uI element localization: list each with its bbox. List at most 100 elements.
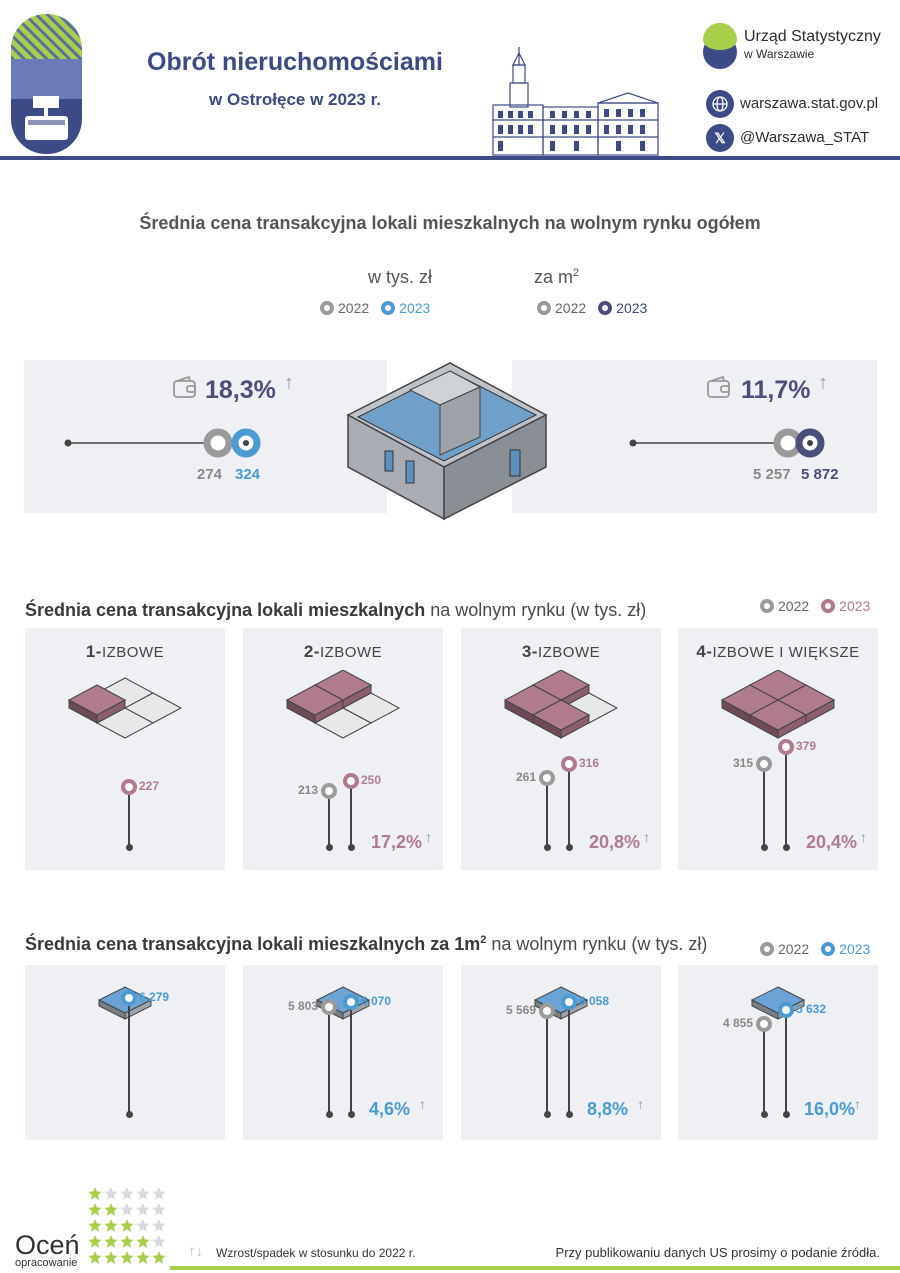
star-icon[interactable] <box>120 1187 134 1200</box>
dumbbell-total <box>64 428 261 458</box>
footer-divider <box>170 1266 900 1270</box>
legend-m2: 2022 2023 <box>537 300 655 316</box>
value-2023: 316 <box>579 755 600 770</box>
legend-2023: 2023 <box>821 941 870 957</box>
star-icon[interactable] <box>104 1187 118 1200</box>
stem-2022 <box>328 1006 330 1114</box>
star-icon[interactable] <box>136 1251 150 1264</box>
arrow-up-icon: ↑ <box>637 1096 644 1112</box>
marker-2023 <box>343 993 359 1010</box>
star-icon[interactable] <box>152 1235 166 1248</box>
value-2022: 261 <box>515 770 536 785</box>
star-icon[interactable] <box>88 1235 102 1248</box>
dumbbell-m2 <box>629 428 825 458</box>
stem-base-dot <box>760 843 768 851</box>
arrow-up-icon: ↑ <box>419 1096 426 1112</box>
star-icon[interactable] <box>136 1235 150 1248</box>
section1-title: Średnia cena transakcyjna lokali mieszka… <box>139 213 761 233</box>
change-pct: 8,8% <box>587 1099 629 1119</box>
stem-base-dot <box>565 843 573 851</box>
apartment-illustration <box>346 362 548 521</box>
publication-badge-icon <box>11 14 82 154</box>
room-label: IZBOWE <box>101 644 165 661</box>
value-2022: 5 569 <box>505 1003 536 1018</box>
star-icon[interactable] <box>136 1187 150 1200</box>
value-2022: 5 803 <box>287 998 318 1013</box>
value-2023: 227 <box>139 779 160 794</box>
star-icon[interactable] <box>152 1251 166 1264</box>
square-meter-tile-illustration <box>97 986 153 1020</box>
marker-2023 <box>121 779 137 796</box>
social-handle-link[interactable]: @Warszawa_STAT <box>740 129 870 146</box>
floor-plan-illustration <box>720 670 836 739</box>
stem-2022 <box>546 778 548 847</box>
marker-2023 <box>778 739 794 755</box>
star-icon[interactable] <box>104 1219 118 1232</box>
star-icon[interactable] <box>88 1251 102 1264</box>
value-2023: 6 279 <box>139 990 170 1004</box>
stem-2023 <box>785 1009 787 1114</box>
unit-total-label: w tys. zł <box>368 267 433 287</box>
legend-total: 2022 2023 <box>320 300 438 316</box>
star-icon[interactable] <box>136 1203 150 1216</box>
rate-title[interactable]: Oceń <box>15 1230 80 1260</box>
value-total-2023: 324 <box>235 466 261 483</box>
stem-2023 <box>350 781 352 847</box>
star-icon[interactable] <box>152 1203 166 1216</box>
stem-base-dot <box>325 843 333 851</box>
section2-title: Średnia cena transakcyjna lokali mieszka… <box>25 600 647 620</box>
arrow-up-icon: ↑ <box>860 829 867 845</box>
star-icon[interactable] <box>120 1203 134 1216</box>
marker-2022 <box>756 755 772 772</box>
star-icon[interactable] <box>152 1219 166 1232</box>
arrow-up-icon: ↑ <box>643 829 650 845</box>
card-label: 3-IZBOWE <box>461 642 661 662</box>
room-label: IZBOWE <box>537 644 601 661</box>
star-icon[interactable] <box>88 1187 102 1200</box>
stem-base-dot <box>125 843 133 851</box>
rate-subtitle: opracowanie <box>15 1257 78 1269</box>
star-icon[interactable] <box>136 1219 150 1232</box>
star-icon[interactable] <box>120 1235 134 1248</box>
floor-plan-illustration <box>67 677 183 739</box>
legend-rooms: 2022 2023 <box>760 598 870 614</box>
value-2022: 4 855 <box>722 1016 753 1031</box>
website-link[interactable]: warszawa.stat.gov.pl <box>740 95 879 112</box>
chart-card: 5 803 6 070 4,6% ↑ <box>243 965 443 1140</box>
star-icon[interactable] <box>104 1235 118 1248</box>
legend-2023: 2023 <box>381 300 430 316</box>
value-2023: 6 070 <box>361 993 392 1008</box>
value-2023: 379 <box>796 739 817 753</box>
marker-2023 <box>343 773 359 790</box>
stem-base-dot <box>565 1110 573 1118</box>
x-twitter-icon[interactable]: 𝕏 <box>706 124 734 152</box>
star-icon[interactable] <box>120 1251 134 1264</box>
chart-card: 4-IZBOWE I WIĘKSZE 315 379 20,4% ↑ <box>678 628 878 870</box>
legend-2022: 2022 <box>320 300 369 316</box>
value-2023: 250 <box>361 773 382 788</box>
arrow-up-icon: ↑ <box>854 1096 861 1112</box>
floor-plan-illustration <box>285 670 401 739</box>
star-icon[interactable] <box>120 1219 134 1232</box>
value-2023: 5 632 <box>796 1001 827 1016</box>
stem-2023 <box>785 747 787 847</box>
marker-2022 <box>203 428 233 458</box>
rating-stars-icon[interactable] <box>87 1186 169 1266</box>
star-icon[interactable] <box>88 1219 102 1232</box>
stem-base-dot <box>782 843 790 851</box>
star-icon[interactable] <box>152 1187 166 1200</box>
globe-icon[interactable] <box>706 90 734 118</box>
wallet-icon <box>173 375 196 398</box>
legend-2023: 2023 <box>821 598 870 614</box>
arrow-up-icon: ↑ <box>818 372 828 394</box>
stem-base-dot <box>543 1110 551 1118</box>
stem-base-dot <box>325 1110 333 1118</box>
star-icon[interactable] <box>104 1251 118 1264</box>
change-pct: 20,8% <box>589 832 641 852</box>
star-icon[interactable] <box>104 1203 118 1216</box>
stem-base-dot <box>543 843 551 851</box>
marker-2022 <box>321 998 337 1015</box>
star-icon[interactable] <box>88 1203 102 1216</box>
change-pct: 4,6% <box>369 1099 411 1119</box>
change-m2-pct: 11,7% <box>741 376 811 404</box>
